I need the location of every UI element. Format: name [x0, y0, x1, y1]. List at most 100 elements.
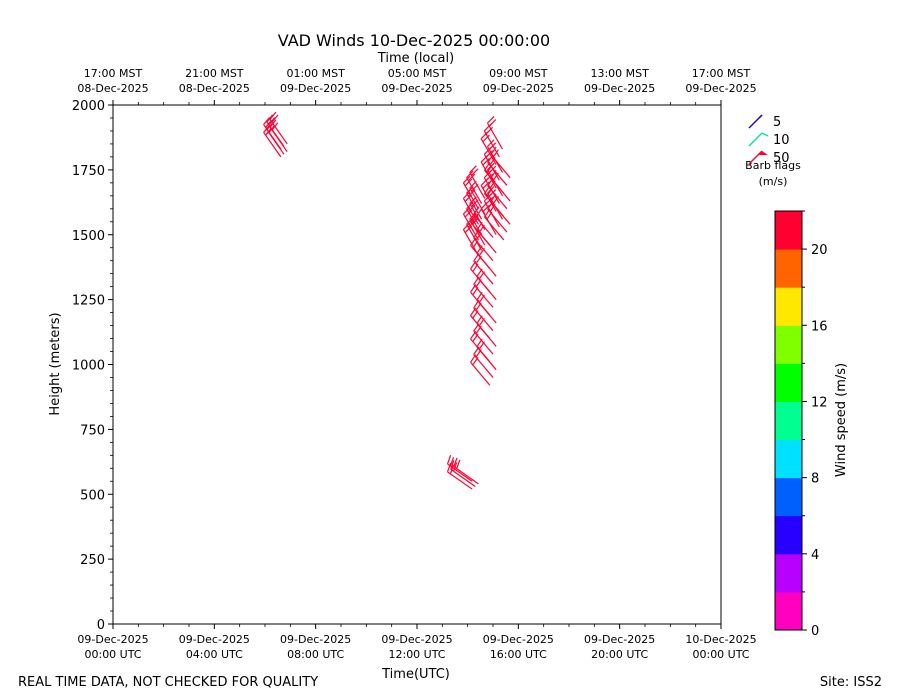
top-tick-label-time: 13:00 MST — [590, 67, 649, 80]
top-axis-label: Time (local) — [377, 51, 454, 66]
barb-staff — [486, 122, 504, 150]
top-tick-label-date: 09-Dec-2025 — [685, 82, 756, 95]
x-tick-label-date: 09-Dec-2025 — [483, 633, 554, 646]
barb-staff — [447, 471, 473, 490]
barb-staff — [470, 245, 491, 269]
barb-staff — [484, 216, 505, 241]
top-tick-label-time: 21:00 MST — [185, 67, 244, 80]
legend-barb-feather — [758, 114, 763, 119]
wind-barb — [446, 455, 473, 482]
x-tick-label-date: 09-Dec-2025 — [584, 633, 655, 646]
barb-feather — [450, 460, 455, 470]
legend-barb-staff — [748, 132, 763, 147]
barb-feather — [446, 455, 452, 465]
barb-feather — [485, 126, 494, 135]
colorbar-label: Wind speed (m/s) — [834, 363, 849, 477]
top-tick-label-time: 05:00 MST — [388, 67, 447, 80]
barb-staff — [469, 172, 486, 199]
x-tick-label-time: 12:00 UTC — [388, 648, 445, 661]
top-tick-label-date: 09-Dec-2025 — [584, 82, 655, 95]
y-tick-label: 0 — [97, 618, 105, 633]
barb-staff — [453, 466, 479, 485]
barb-feather — [266, 114, 274, 123]
barb-staff — [484, 193, 505, 217]
barb-staff — [263, 124, 282, 150]
barb-feather — [446, 462, 452, 473]
barb-staff — [473, 330, 494, 355]
x-tick-label-date: 09-Dec-2025 — [179, 633, 250, 646]
x-tick-label-date: 09-Dec-2025 — [77, 633, 148, 646]
y-axis-label: Height (meters) — [48, 312, 63, 415]
wind-barb — [469, 165, 486, 199]
y-tick-label: 1000 — [72, 359, 105, 374]
wind-barb — [453, 457, 479, 485]
colorbar-segment — [775, 439, 802, 479]
y-tick-label: 750 — [80, 423, 105, 438]
barb-staff — [473, 307, 494, 332]
barb-staff — [473, 237, 494, 262]
barb-staff — [473, 260, 494, 285]
barb-staff — [466, 192, 483, 220]
colorbar-segment — [775, 553, 802, 593]
barb-staff — [266, 121, 285, 147]
barb-feather — [463, 175, 471, 184]
colorbar-segment — [775, 211, 802, 250]
barb-staff — [473, 284, 494, 308]
x-tick-label-date: 09-Dec-2025 — [280, 633, 351, 646]
legend-barb-staff — [748, 150, 763, 165]
barb-legend-unit: (m/s) — [759, 175, 788, 188]
colorbar-segment — [775, 249, 802, 288]
barb-feather — [453, 457, 458, 467]
axis-ticks: 0 250 500 750 1000 1250 1500 1750 2000 09-Dec-202… — [72, 67, 757, 661]
x-tick-label-date: 10-Dec-2025 — [685, 633, 756, 646]
barb-feather — [263, 116, 271, 125]
barb-staff — [470, 221, 491, 246]
top-tick-label-date: 08-Dec-2025 — [77, 82, 148, 95]
wind-barb — [490, 146, 511, 179]
x-tick-label-date: 09-Dec-2025 — [381, 633, 452, 646]
barb-staff — [466, 177, 483, 204]
legend-label: 10 — [773, 133, 790, 148]
barb-staff — [470, 268, 491, 293]
wind-barb — [466, 170, 483, 204]
x-tick-label-time: 08:00 UTC — [287, 648, 344, 661]
barb-feather — [482, 181, 490, 189]
barb-staff — [487, 185, 508, 210]
colorbar-tick-label: 12 — [811, 395, 828, 410]
barb-feather — [482, 204, 490, 213]
top-tick-label-date: 09-Dec-2025 — [483, 82, 554, 95]
legend-label: 5 — [773, 115, 781, 130]
top-tick-label-time: 17:00 MST — [84, 67, 143, 80]
colorbar-tick-label: 16 — [811, 319, 828, 334]
barb-staff — [473, 354, 494, 378]
barb-feather — [271, 114, 279, 123]
colorbar-tick-label: 0 — [811, 624, 819, 639]
barb-staff — [470, 291, 491, 316]
legend-label: 50 — [773, 151, 790, 166]
barb-staff — [487, 208, 508, 233]
footer-site: Site: ISS2 — [820, 675, 882, 690]
y-tick-label: 500 — [80, 488, 105, 503]
barb-feather — [466, 170, 474, 179]
y-tick-label: 250 — [80, 553, 105, 568]
y-tick-label: 1250 — [72, 294, 105, 309]
y-tick-label: 1500 — [72, 229, 105, 244]
barb-staff — [487, 162, 508, 186]
barb-feather — [469, 165, 477, 173]
colorbar-segment — [775, 363, 802, 402]
barb-staff — [470, 361, 491, 386]
barb-staff — [263, 131, 282, 158]
legend-barb-feather — [761, 132, 769, 137]
barb-feather — [456, 459, 461, 469]
barb-feather — [471, 168, 479, 176]
barb-staff — [462, 182, 479, 210]
top-tick-label-date: 09-Dec-2025 — [280, 82, 351, 95]
wind-barbs — [263, 111, 511, 490]
colorbar-tick-label: 4 — [811, 548, 819, 563]
colorbar-frame — [774, 210, 803, 631]
colorbar-segment — [775, 401, 802, 441]
barb-staff — [470, 315, 491, 339]
colorbar-tick-label: 8 — [811, 472, 819, 487]
barb-feather — [492, 149, 499, 158]
